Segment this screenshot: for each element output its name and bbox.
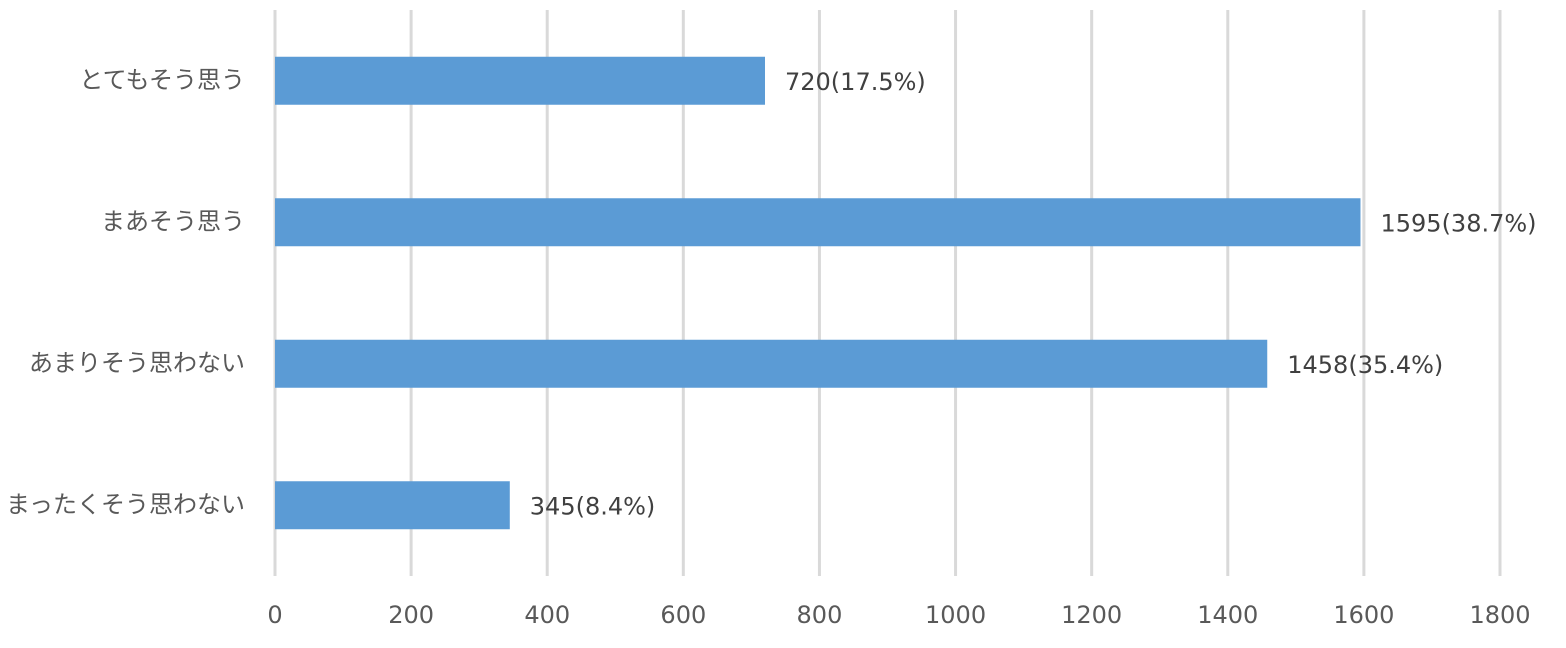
bar (275, 56, 765, 105)
x-tick-label: 1400 (1197, 601, 1258, 629)
x-tick-label: 600 (660, 601, 706, 629)
bar (275, 198, 1361, 247)
x-tick-label: 400 (524, 601, 570, 629)
data-label: 345(8.4%) (530, 492, 656, 520)
data-label: 1458(35.4%) (1287, 351, 1443, 379)
x-tick-label: 1600 (1333, 601, 1394, 629)
data-label: 1595(38.7%) (1380, 209, 1536, 237)
bar (275, 339, 1268, 388)
y-tick-label: まったくそう思わない (6, 490, 245, 518)
x-tick-label: 200 (388, 601, 434, 629)
x-tick-label: 800 (797, 601, 843, 629)
bar (275, 481, 510, 530)
x-tick-label: 1000 (925, 601, 986, 629)
data-label: 720(17.5%) (785, 68, 926, 96)
y-tick-label: まあそう思う (101, 207, 245, 235)
x-tick-label: 1200 (1061, 601, 1122, 629)
x-tick-label: 0 (267, 601, 282, 629)
x-tick-label: 1800 (1469, 601, 1530, 629)
y-tick-label: あまりそう思わない (29, 349, 245, 377)
y-tick-label: とてもそう思う (79, 66, 245, 94)
